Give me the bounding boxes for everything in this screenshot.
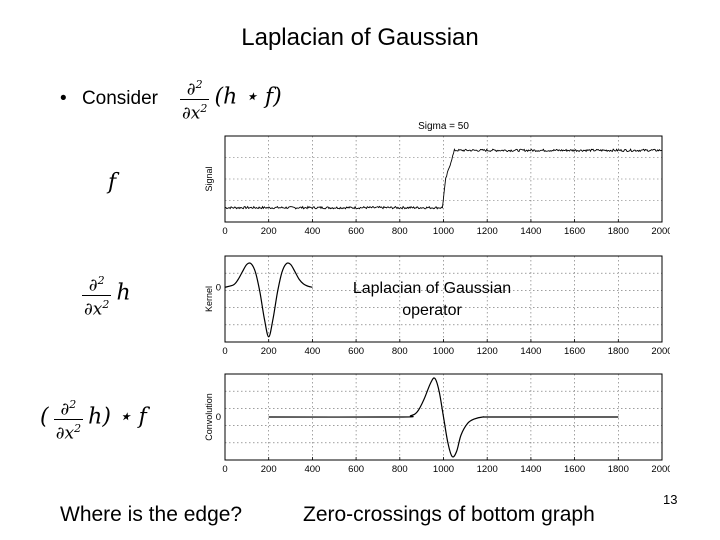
- x-tick-label: 400: [304, 226, 320, 237]
- consider-num: ∂: [186, 79, 196, 100]
- x-tick-label: 1400: [520, 346, 541, 357]
- x-tick-label: 200: [261, 464, 277, 475]
- kernel-body: h: [116, 280, 131, 306]
- slide-title: Laplacian of Gaussian: [241, 24, 479, 51]
- x-tick-label: 1400: [520, 464, 541, 475]
- x-tick-label: 1600: [564, 464, 585, 475]
- consider-equation: ∂2 ∂x2 (h ⋆ f): [180, 78, 282, 124]
- x-tick-label: 1600: [564, 226, 585, 237]
- edge-answer: Zero-crossings of bottom graph: [303, 503, 595, 526]
- convolution-equation: ( ∂2 ∂x2 h) ⋆ f: [40, 398, 147, 444]
- operator-annotation: Laplacian of Gaussian operator: [352, 280, 512, 319]
- consider-den: ∂x: [182, 103, 201, 124]
- x-tick-label: 1200: [477, 226, 498, 237]
- convolution-chart: 0 200 400 600 800 1000 1200 1400 1600 1800 20000Co…: [204, 373, 670, 475]
- bullet-marker: •: [60, 88, 67, 109]
- x-tick-label: 1800: [608, 464, 629, 475]
- x-tick-label: 1000: [433, 464, 454, 475]
- x-tick-label: 800: [392, 464, 408, 475]
- series-line: [224, 262, 313, 338]
- x-tick-label: 1000: [433, 346, 454, 357]
- series-line: [268, 377, 619, 458]
- edge-question: Where is the edge?: [60, 503, 243, 526]
- x-tick-label: 800: [392, 346, 408, 357]
- x-tick-label: 400: [304, 464, 320, 475]
- x-tick-label: 1600: [564, 346, 585, 357]
- x-tick-label: 2000: [651, 226, 670, 237]
- y-axis-label: Convolution: [204, 393, 214, 441]
- y-tick-label: 0: [216, 282, 221, 293]
- x-tick-label: 200: [261, 226, 277, 237]
- consider-line: • Consider: [60, 88, 158, 110]
- signal-symbol: f: [108, 170, 117, 195]
- signal-chart: Sigma = 50 0 200 400 600 800 1000 1200 1400 1600 1…: [204, 121, 670, 237]
- x-tick-label: 1000: [433, 226, 454, 237]
- kernel-chart: 0 200 400 600 800 1000 1200 1400 1600 1800 20000Ke…: [204, 255, 670, 357]
- x-tick-label: 400: [304, 346, 320, 357]
- x-tick-label: 0: [222, 346, 227, 357]
- x-tick-label: 1200: [477, 464, 498, 475]
- consider-label: Consider: [81, 88, 158, 109]
- x-tick-label: 1200: [477, 346, 498, 357]
- x-tick-label: 1400: [520, 226, 541, 237]
- convolution-body: h) ⋆ f: [88, 404, 147, 430]
- x-tick-label: 0: [222, 464, 227, 475]
- x-tick-label: 200: [261, 346, 277, 357]
- series-line: [224, 148, 663, 210]
- x-tick-label: 800: [392, 226, 408, 237]
- kernel-equation: ∂2 ∂x2 h: [82, 274, 131, 320]
- x-tick-label: 600: [348, 464, 364, 475]
- x-tick-label: 600: [348, 226, 364, 237]
- x-tick-label: 1800: [608, 346, 629, 357]
- x-tick-label: 2000: [651, 464, 670, 475]
- chart-title: Sigma = 50: [418, 121, 469, 132]
- y-tick-label: 0: [216, 412, 221, 423]
- consider-body: (h ⋆ f): [214, 84, 282, 110]
- x-tick-label: 2000: [651, 346, 670, 357]
- x-tick-label: 1800: [608, 226, 629, 237]
- page-number: 13: [663, 492, 678, 507]
- x-tick-label: 600: [348, 346, 364, 357]
- x-tick-label: 0: [222, 226, 227, 237]
- y-axis-label: Signal: [204, 166, 214, 191]
- y-axis-label: Kernel: [204, 286, 214, 312]
